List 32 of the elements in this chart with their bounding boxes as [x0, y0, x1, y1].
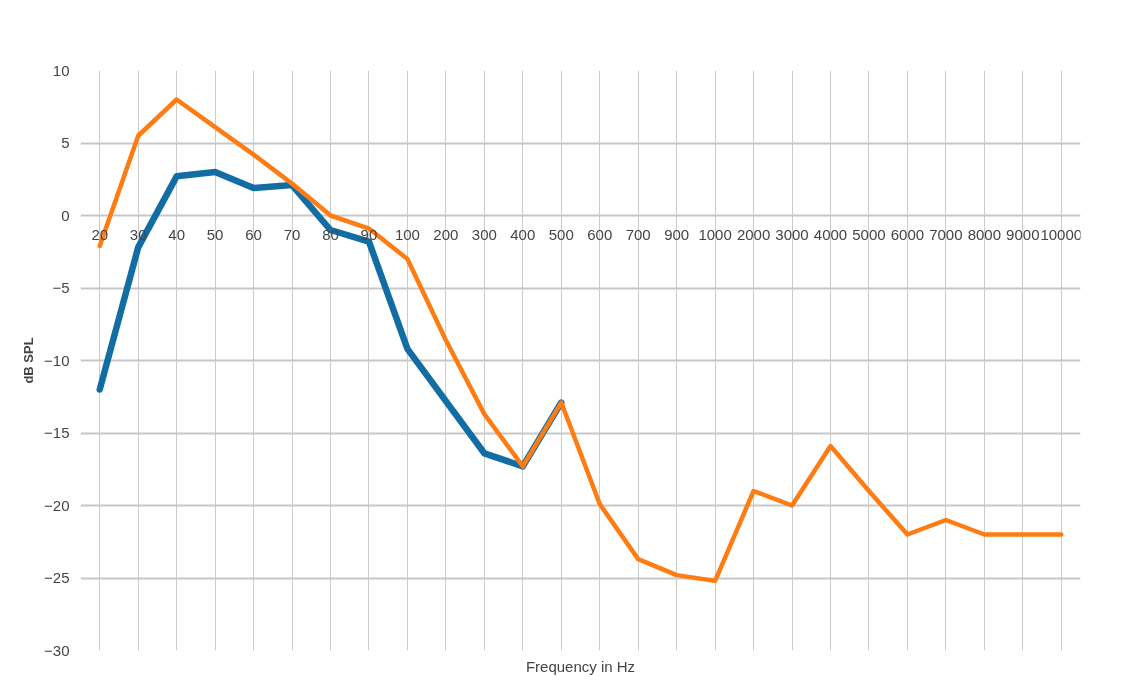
x-tick-label: 1000 — [698, 225, 732, 243]
x-tick-label: 7000 — [929, 225, 963, 243]
x-tick-label: 300 — [471, 225, 497, 243]
x-tick-label: 400 — [510, 225, 536, 243]
y-tick-label: −20 — [44, 496, 70, 514]
x-tick-label: 100 — [394, 225, 420, 243]
x-tick-label: 50 — [206, 225, 224, 243]
y-tick-label: −30 — [44, 641, 70, 659]
x-tick-label: 200 — [433, 225, 459, 243]
y-tick-label: −10 — [44, 351, 70, 369]
y-axis-title: dB SPL — [21, 337, 37, 384]
x-tick-label: 40 — [168, 225, 185, 243]
x-tick-label: 9000 — [1006, 225, 1040, 243]
x-tick-label: 900 — [664, 225, 690, 243]
x-tick-label: 700 — [625, 225, 651, 243]
y-tick-label: 5 — [61, 134, 70, 151]
x-tick-label: 2000 — [736, 225, 771, 243]
x-tick-label: 3000 — [775, 225, 809, 243]
x-axis-title: Frequency in Hz — [525, 657, 636, 675]
y-tick-label: 10 — [52, 61, 70, 79]
y-tick-label: −5 — [52, 279, 70, 296]
x-tick-label: 5000 — [852, 225, 886, 243]
x-tick-label: 8000 — [967, 225, 1002, 243]
x-tick-label: 600 — [587, 225, 613, 243]
y-tick-label: −15 — [44, 424, 70, 441]
x-tick-label: 70 — [283, 225, 301, 243]
x-tick-label: 6000 — [890, 225, 925, 243]
y-tick-label: 0 — [61, 206, 70, 224]
y-tick-label: −25 — [44, 569, 70, 586]
x-tick-label: 500 — [548, 225, 574, 243]
x-tick-label: 4000 — [813, 225, 848, 243]
x-tick-label: 60 — [245, 225, 262, 243]
